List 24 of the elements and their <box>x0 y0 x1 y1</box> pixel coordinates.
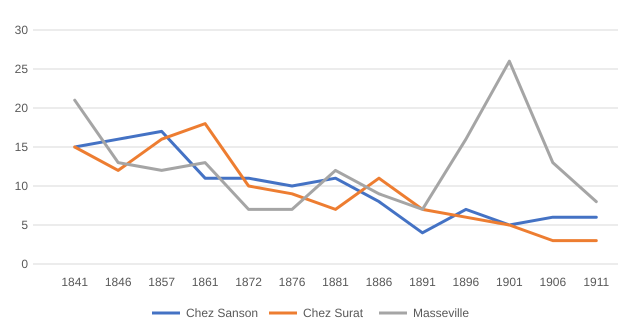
x-tick-label: 1872 <box>235 275 262 289</box>
y-tick-label: 15 <box>14 140 28 154</box>
y-tick-label: 30 <box>14 23 28 38</box>
x-tick-label: 1841 <box>61 275 88 289</box>
y-tick-label: 5 <box>21 218 28 232</box>
legend-label: Masseville <box>413 306 470 320</box>
legend-label: Chez Sanson <box>186 306 258 320</box>
x-tick-label: 1896 <box>452 275 480 289</box>
x-tick-label: 1861 <box>192 275 219 289</box>
x-tick-label: 1857 <box>148 275 176 289</box>
x-tick-label: 1886 <box>366 275 393 289</box>
x-tick-label: 1876 <box>278 275 306 289</box>
legend-label: Chez Surat <box>303 306 364 320</box>
x-tick-label: 1846 <box>104 275 132 289</box>
x-tick-label: 1891 <box>409 275 436 289</box>
x-tick-label: 1881 <box>322 275 350 289</box>
line-series <box>73 60 598 211</box>
x-tick-label: 1906 <box>539 275 566 289</box>
y-tick-label: 20 <box>14 101 28 116</box>
y-tick-label: 0 <box>21 257 28 272</box>
y-tick-label: 25 <box>14 62 28 76</box>
y-tick-label: 10 <box>14 179 28 194</box>
x-tick-label: 1901 <box>496 275 524 289</box>
x-tick-label: 1911 <box>583 275 610 289</box>
